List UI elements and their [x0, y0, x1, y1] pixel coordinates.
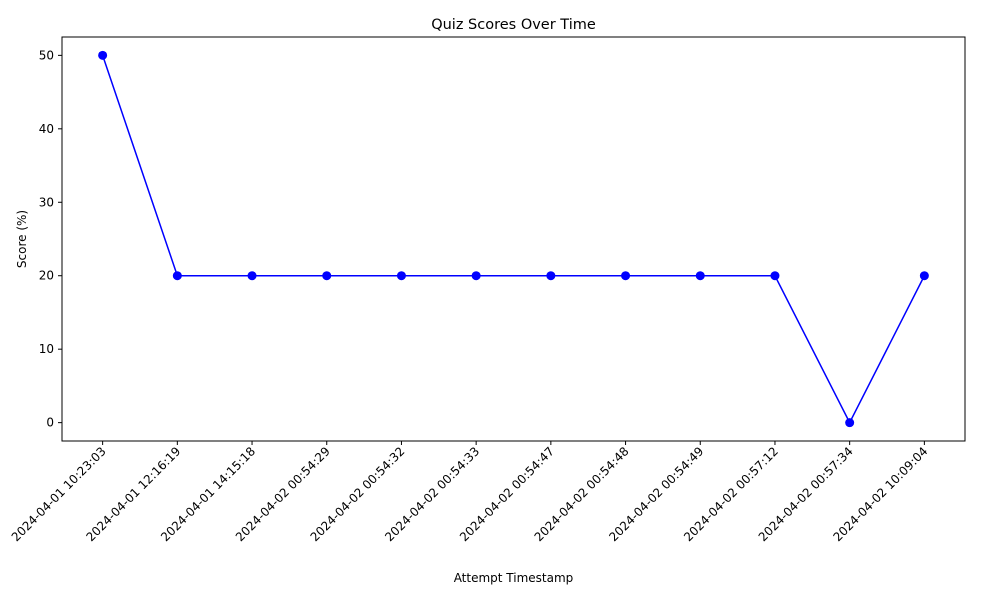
data-point [98, 50, 108, 60]
data-point [695, 271, 705, 281]
data-point [770, 271, 780, 281]
y-tick-label: 40 [39, 122, 54, 136]
data-point [172, 271, 182, 281]
data-point [396, 271, 406, 281]
data-point [546, 271, 556, 281]
data-point [919, 271, 929, 281]
x-axis-title: Attempt Timestamp [454, 571, 574, 585]
y-axis: 0 10 20 30 40 50 [39, 48, 62, 430]
plot-area [61, 36, 966, 442]
data-point [845, 418, 855, 428]
data-point [621, 271, 631, 281]
series-line [98, 50, 929, 428]
y-tick-label: 0 [46, 416, 54, 430]
y-tick-label: 30 [39, 195, 54, 209]
y-tick-label: 10 [39, 342, 54, 356]
data-point [322, 271, 332, 281]
series-polyline [101, 55, 926, 425]
y-tick-label: 50 [39, 48, 54, 62]
data-point [247, 271, 257, 281]
data-point [471, 271, 481, 281]
y-axis-title: Score (%) [15, 210, 29, 268]
y-tick-label: 20 [39, 269, 54, 283]
chart-title: Quiz Scores Over Time [431, 17, 596, 33]
